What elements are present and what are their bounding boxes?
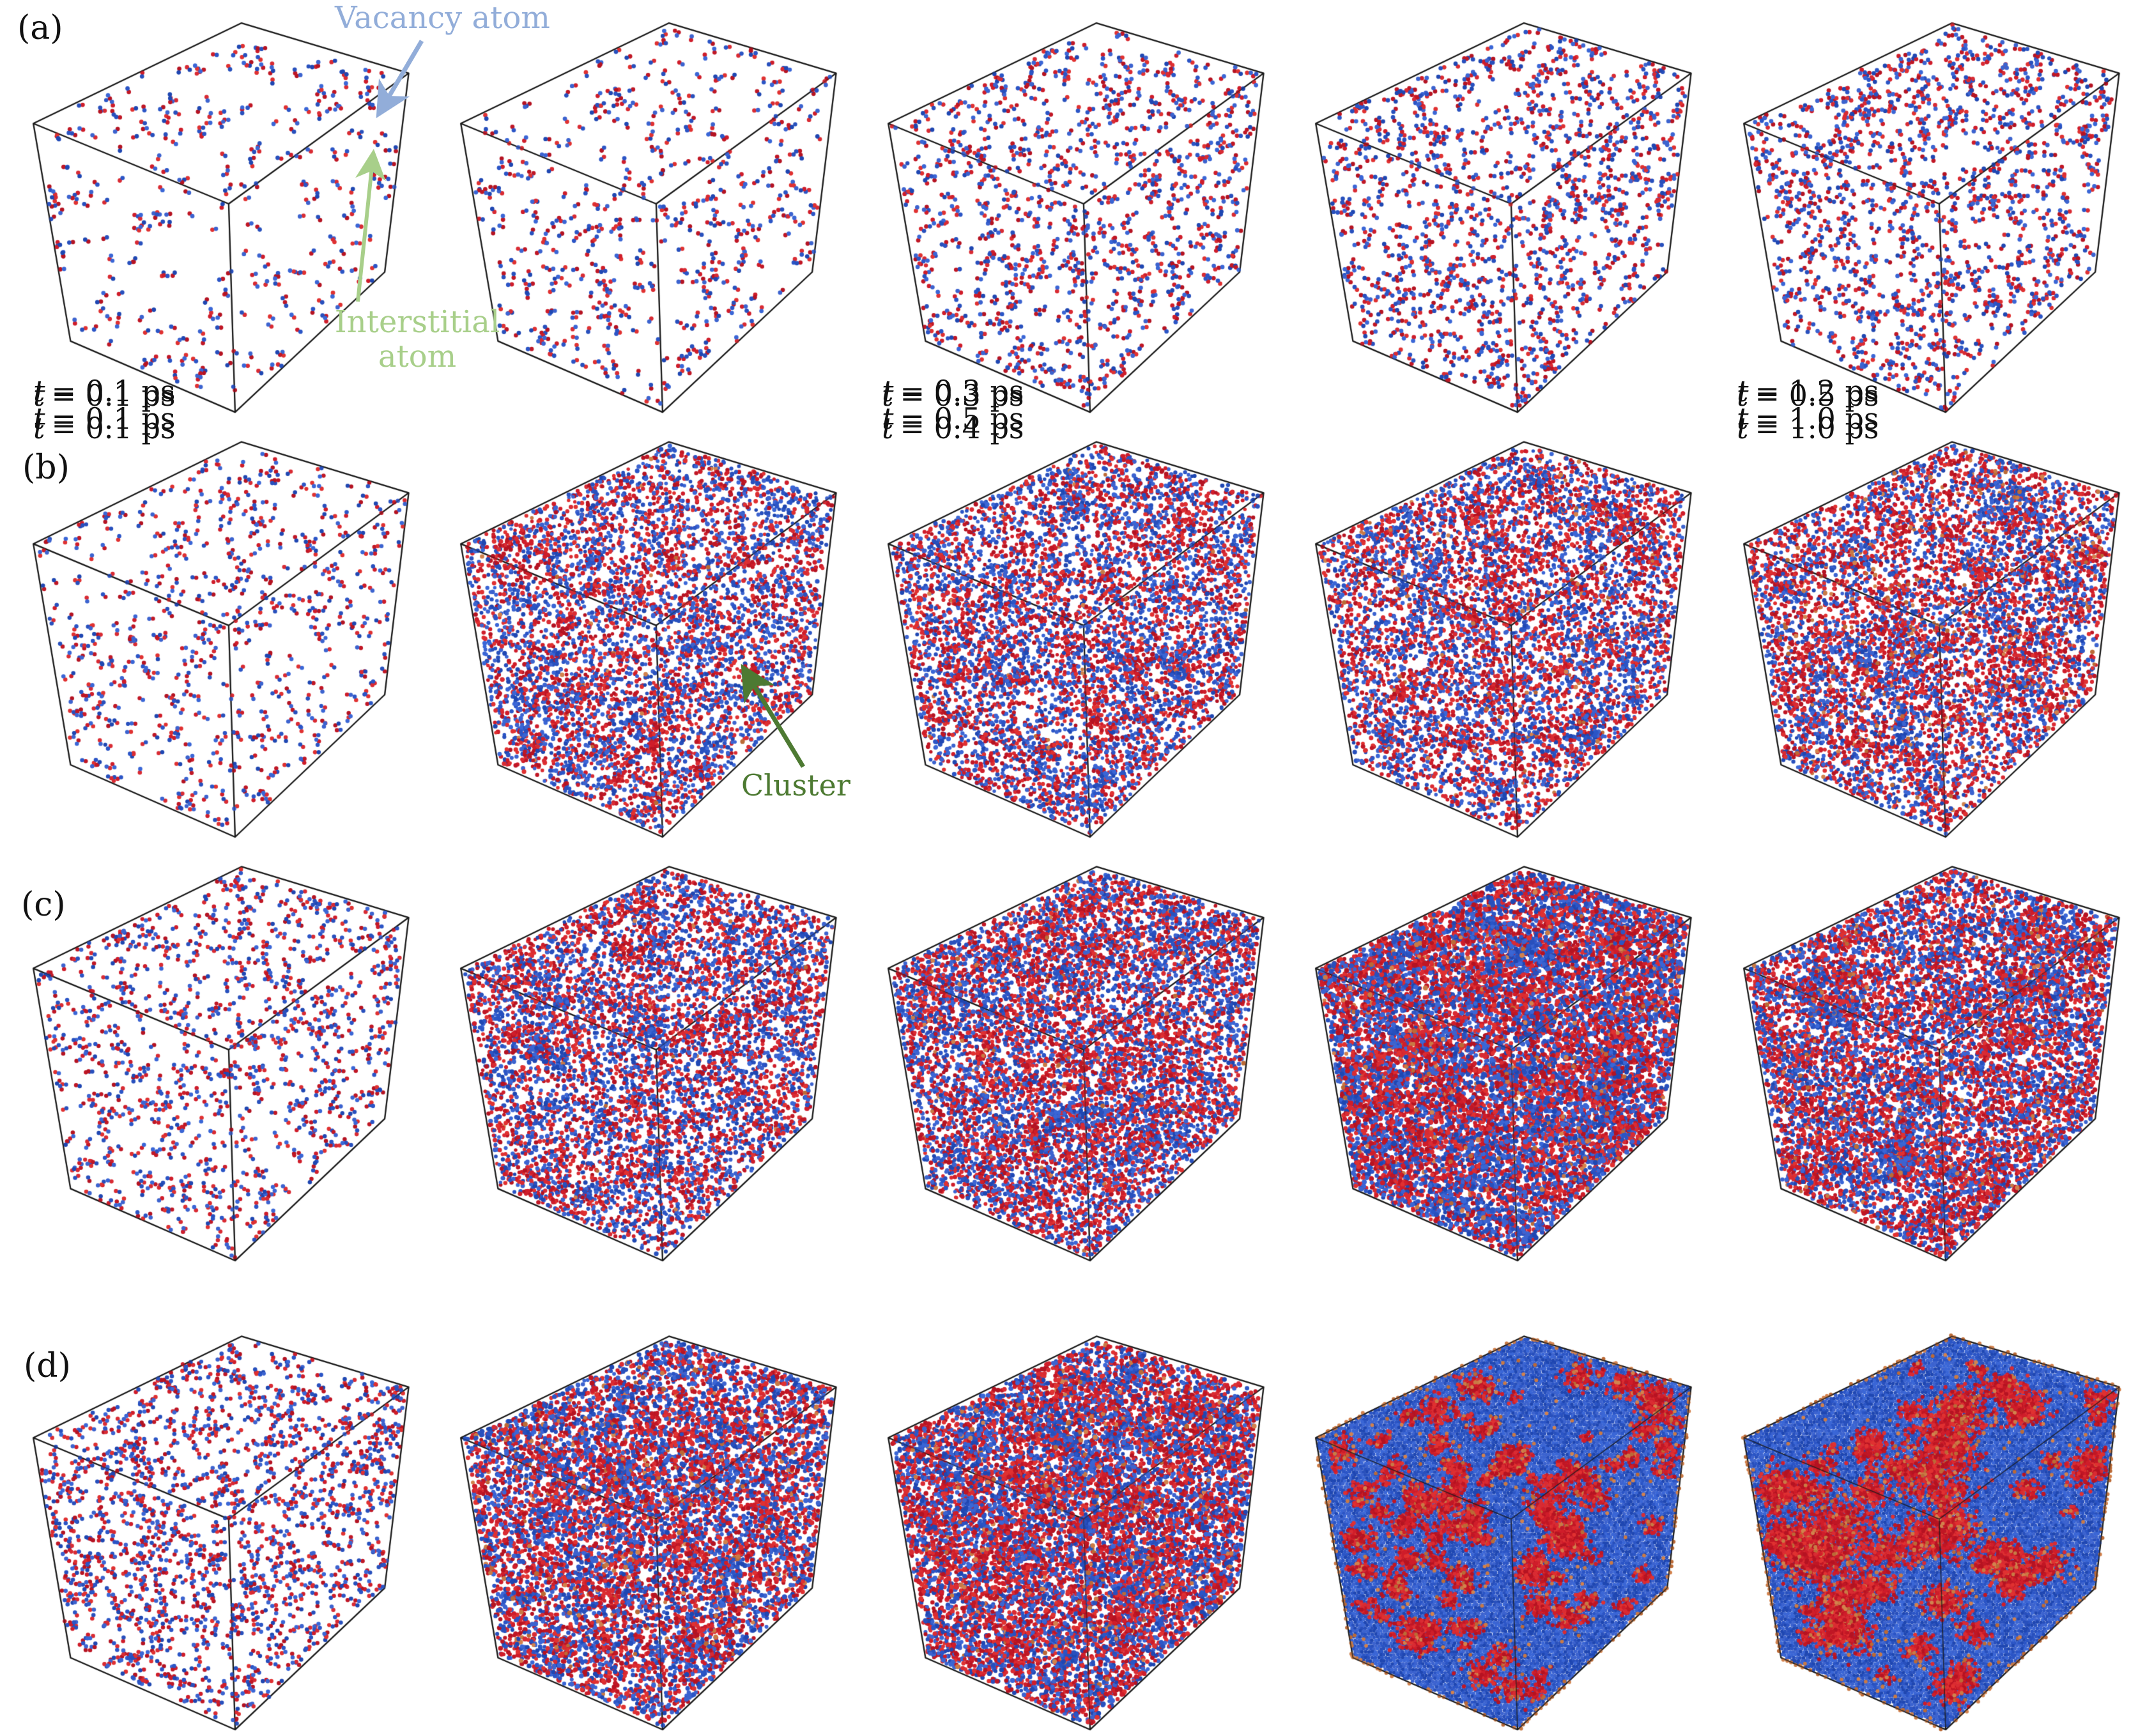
row-label-b: (b) xyxy=(22,449,70,487)
time-value: = 1.0 ps xyxy=(1755,401,1879,436)
simulation-box-canvas xyxy=(1282,0,1710,419)
simulation-box-canvas xyxy=(855,843,1282,1267)
time-label: t = 0.3 ps xyxy=(882,378,1024,413)
row-a: (a) t= 0.1 ps t= 0.3 ps t= 0.5 ps t= 1.2… xyxy=(0,0,2138,419)
simulation-panel-c5: t= 10.0 ps xyxy=(1711,843,2138,1267)
simulation-box-canvas xyxy=(1282,1313,1710,1736)
cluster-label: Cluster xyxy=(741,768,850,803)
time-label: t = 0.1 ps xyxy=(33,374,176,408)
time-label: t = 1.0 ps xyxy=(1737,411,1879,445)
time-symbol: t xyxy=(882,378,894,413)
time-symbol: t xyxy=(1737,378,1749,413)
time-value: = 0.5 ps xyxy=(1755,378,1879,413)
time-value: = 0.1 ps xyxy=(51,411,176,445)
time-symbol: t xyxy=(882,374,894,408)
simulation-box-canvas xyxy=(427,843,855,1267)
simulation-box-canvas xyxy=(0,419,427,843)
row-b: (b) t= 0.1 ps t= 0.5 ps t= 1.0 ps t= 2.0… xyxy=(0,401,2138,843)
simulation-panel-d5: t= 10.0 ps xyxy=(1711,1313,2138,1736)
time-symbol: t xyxy=(33,378,45,413)
simulation-panel-d1: t = 0.1 ps xyxy=(0,374,427,1736)
simulation-box-canvas xyxy=(427,0,855,419)
simulation-panel-c2: t = 0.4 ps xyxy=(427,411,1024,1267)
simulation-box-canvas xyxy=(0,843,427,1267)
simulation-box-canvas xyxy=(1711,0,2138,419)
simulation-panel-a4: t= 1.2 ps xyxy=(1282,0,1710,419)
vacancy-atom-label: Vacancy atom xyxy=(335,0,550,36)
simulation-panel-c1: t = 0.1 ps xyxy=(0,411,427,1267)
time-label: t = 1.0 ps xyxy=(1737,401,1879,436)
simulation-box-canvas xyxy=(1711,419,2138,843)
time-value: = 1.2 ps xyxy=(1755,374,1879,408)
simulation-box-canvas xyxy=(427,1313,855,1736)
time-value: = 1.0 ps xyxy=(1755,411,1879,445)
simulation-box-canvas xyxy=(855,1313,1282,1736)
time-label: t = 0.5 ps xyxy=(1737,378,1879,413)
simulation-box-canvas xyxy=(1711,1313,2138,1736)
simulation-panel-d2: t = 0.3 ps xyxy=(427,374,1024,1736)
simulation-box-canvas xyxy=(1282,419,1710,843)
row-c: (c) t= 0.1 ps t= 0.4 ps t= 1.0 ps t= 4.0… xyxy=(0,411,2138,1267)
simulation-panel-b4: t= 2.0 ps xyxy=(1282,419,1710,843)
simulation-panel-c3: t = 1.0 ps xyxy=(855,411,1879,1267)
time-symbol: t xyxy=(882,401,894,436)
time-symbol: t xyxy=(882,411,894,445)
simulation-panel-a2: t = 0.3 ps xyxy=(427,0,1024,419)
simulation-box-canvas xyxy=(427,419,855,843)
interstitial-atom-label: Interstitial atom xyxy=(299,305,535,374)
time-symbol: t xyxy=(33,401,45,436)
time-label: t = 0.1 ps xyxy=(33,378,176,413)
time-label: t = 0.1 ps xyxy=(33,401,176,436)
time-symbol: t xyxy=(33,374,45,408)
simulation-panel-b5: t= 10.0 ps xyxy=(1711,419,2138,843)
simulation-panel-b3: t = 1.0 ps xyxy=(855,401,1879,843)
simulation-panel-d3: t = 1.2 ps xyxy=(855,374,1879,1736)
row-label-a: (a) xyxy=(17,9,63,47)
simulation-panel-b2: t = 0.5 ps xyxy=(427,401,1024,843)
time-symbol: t xyxy=(1737,374,1749,408)
time-label: t = 0.4 ps xyxy=(882,411,1024,445)
row-label-d: (d) xyxy=(24,1347,71,1385)
time-symbol: t xyxy=(33,411,45,445)
simulation-box-canvas xyxy=(1711,843,2138,1267)
simulation-panel-b1: t = 0.1 ps xyxy=(0,401,427,843)
time-label: t = 0.5 ps xyxy=(882,401,1024,436)
simulation-panel-d4: t= 2.5 ps xyxy=(1282,1313,1710,1736)
time-symbol: t xyxy=(1737,401,1749,436)
time-label: t = 0.1 ps xyxy=(33,411,176,445)
time-symbol: t xyxy=(1737,411,1749,445)
time-value: = 0.1 ps xyxy=(51,401,176,436)
simulation-box-canvas xyxy=(855,0,1282,419)
time-value: = 0.3 ps xyxy=(900,378,1024,413)
simulation-panel-c4: t= 4.0 ps xyxy=(1282,843,1710,1267)
row-d: (d) t= 0.1 ps t= 0.3 ps t= 1.2 ps t= 2.5… xyxy=(0,374,2138,1736)
time-value: = 0.1 ps xyxy=(51,378,176,413)
time-value: = 0.1 ps xyxy=(51,374,176,408)
simulation-box-canvas xyxy=(855,419,1282,843)
time-value: = 0.4 ps xyxy=(900,411,1024,445)
time-value: = 0.3 ps xyxy=(900,374,1024,408)
simulation-panel-a3: t = 0.5 ps xyxy=(855,0,1879,419)
row-label-c: (c) xyxy=(21,886,66,924)
time-label: t = 0.3 ps xyxy=(882,374,1024,408)
time-label: t = 1.2 ps xyxy=(1737,374,1879,408)
simulation-panel-a5: t= 10.0 ps xyxy=(1711,0,2138,419)
interstitial-label-line2: atom xyxy=(378,338,457,374)
simulation-box-canvas xyxy=(0,1313,427,1736)
time-value: = 0.5 ps xyxy=(900,401,1024,436)
simulation-box-canvas xyxy=(1282,843,1710,1267)
interstitial-label-line1: Interstitial xyxy=(334,304,500,340)
